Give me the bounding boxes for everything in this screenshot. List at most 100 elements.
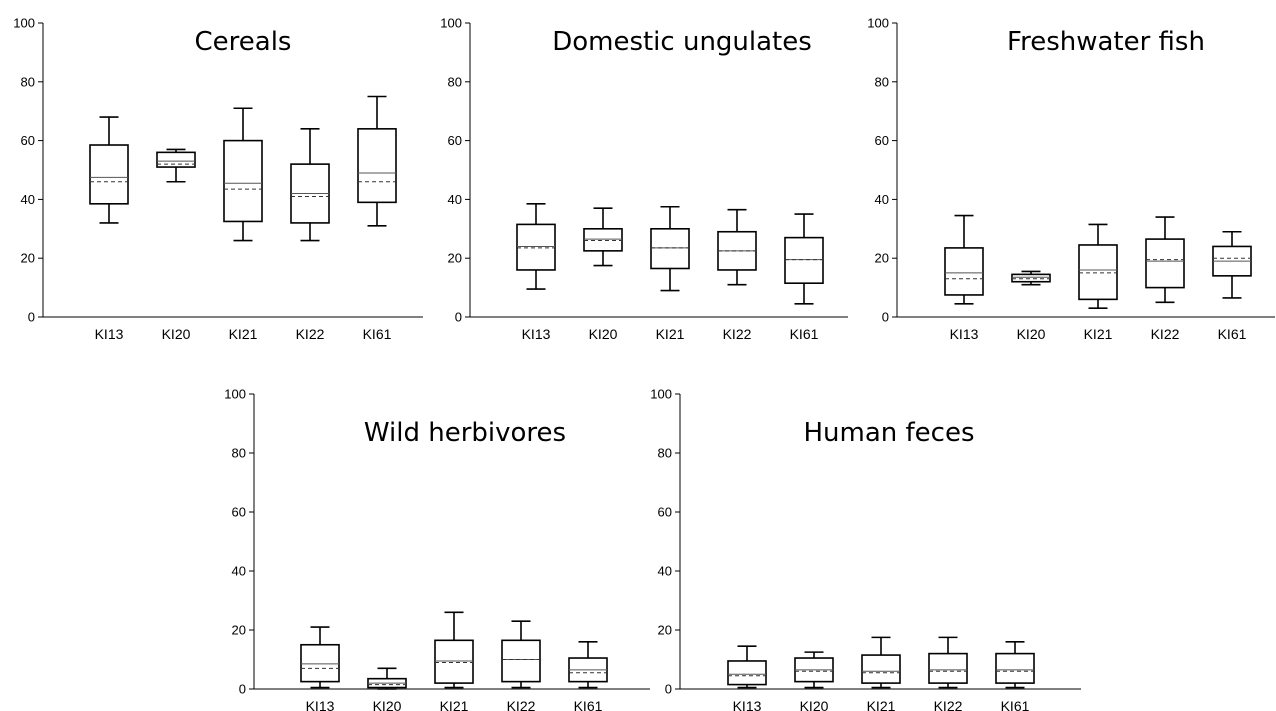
chart-title: Human feces [803,418,974,448]
box-plot-ki13 [944,214,984,305]
y-tick-label: 0 [665,682,672,697]
x-tick-label: KI22 [1151,326,1180,342]
chart-title: Cereals [195,27,292,57]
box-plot-ki20 [583,207,623,267]
y-tick-label: 80 [448,74,462,89]
iqr-box [89,144,129,205]
y-tick-label: 80 [21,74,35,89]
box-plot-ki21 [1078,223,1118,309]
y-tick-label: 100 [650,387,672,402]
box-plot-ki61 [995,640,1035,689]
iqr-box [300,643,340,683]
iqr-box [650,228,690,270]
box-plot-ki20 [156,148,196,183]
box-plot-ki61 [784,213,824,305]
y-tick-label: 80 [232,446,246,461]
x-tick-label: KI22 [507,698,536,711]
y-tick-label: 0 [455,310,462,325]
y-tick-label: 80 [875,74,889,89]
iqr-box [1145,238,1185,289]
box-plot-ki21 [434,611,474,689]
iqr-box [861,654,901,684]
iqr-box [156,151,196,168]
y-tick-label: 40 [658,564,672,579]
box-plot-ki22 [1145,216,1185,304]
iqr-box [944,247,984,296]
y-tick-label: 20 [658,623,672,638]
box-plot-ki21 [650,205,690,292]
chart-panel: Wild herbivores 0 20 40 60 80 100 KI13 KI20 KI21 K… [224,387,650,711]
y-tick-label: 40 [232,564,246,579]
x-tick-label: KI22 [296,326,325,342]
x-tick-label: KI61 [574,698,603,711]
iqr-box [583,228,623,252]
y-tick-label: 60 [875,133,889,148]
x-tick-label: KI20 [800,698,829,711]
x-tick-label: KI20 [373,698,402,711]
y-tick-label: 60 [232,505,246,520]
y-tick-label: 40 [875,192,889,207]
x-tick-label: KI61 [363,326,392,342]
box-plot-ki22 [928,636,968,689]
y-tick-label: 40 [448,192,462,207]
y-tick-label: 0 [882,310,889,325]
x-tick-label: KI61 [1001,698,1030,711]
chart-panel: Cereals 0 20 40 60 80 100 KI13 KI20 KI21 KI22 KI61 [13,16,423,342]
y-tick-label: 60 [658,505,672,520]
iqr-box [995,652,1035,684]
iqr-box [727,660,767,686]
box-plot-ki20 [1011,270,1051,286]
x-tick-label: KI22 [934,698,963,711]
box-plot-ki22 [501,620,541,689]
box-plot-ki13 [300,626,340,689]
box-plot-ki13 [516,203,556,290]
chart-panel: Freshwater fish 0 20 40 60 80 100 KI13 KI20 KI21 K… [867,16,1275,342]
x-tick-label: KI21 [229,326,258,342]
y-tick-label: 100 [224,387,246,402]
y-tick-label: 20 [21,251,35,266]
box-plot-ki61 [357,95,397,227]
box-plot-ki22 [290,128,330,242]
x-tick-label: KI21 [867,698,896,711]
box-plot-ki21 [223,107,263,242]
box-plot-ki21 [861,636,901,689]
chart-panel: Domestic ungulates 0 20 40 60 80 100 KI13 KI20 KI… [440,16,848,342]
box-plot-ki13 [89,116,129,224]
chart-panel: Human feces 0 20 40 60 80 100 KI13 KI20 KI21 KI22 K… [650,387,1081,711]
box-plot-ki13 [727,645,767,689]
box-plot-ki22 [717,208,757,286]
x-tick-label: KI20 [589,326,618,342]
y-tick-label: 80 [658,446,672,461]
chart-title: Freshwater fish [1007,27,1205,57]
x-tick-label: KI13 [95,326,124,342]
box-plot-ki20 [367,667,407,690]
y-tick-label: 20 [875,251,889,266]
x-tick-label: KI20 [162,326,191,342]
box-plot-ki61 [1212,230,1252,299]
x-tick-label: KI20 [1017,326,1046,342]
y-tick-label: 100 [440,16,462,31]
y-tick-label: 20 [448,251,462,266]
iqr-box [928,652,968,684]
x-tick-label: KI21 [440,698,469,711]
chart-title: Domestic ungulates [552,27,812,57]
iqr-box [1011,273,1051,283]
iqr-box [501,639,541,683]
x-tick-label: KI61 [790,326,819,342]
y-tick-label: 60 [448,133,462,148]
iqr-box [516,223,556,271]
x-tick-label: KI21 [1084,326,1113,342]
y-tick-label: 100 [13,16,35,31]
iqr-box [434,639,474,684]
box-plot-ki20 [794,651,834,689]
y-tick-label: 100 [867,16,889,31]
x-tick-label: KI61 [1218,326,1247,342]
box-plot-ki61 [568,640,608,689]
y-tick-label: 40 [21,192,35,207]
iqr-box [223,139,263,223]
x-tick-label: KI13 [950,326,979,342]
x-tick-label: KI21 [656,326,685,342]
chart-title: Wild herbivores [364,418,566,448]
iqr-box [784,236,824,284]
